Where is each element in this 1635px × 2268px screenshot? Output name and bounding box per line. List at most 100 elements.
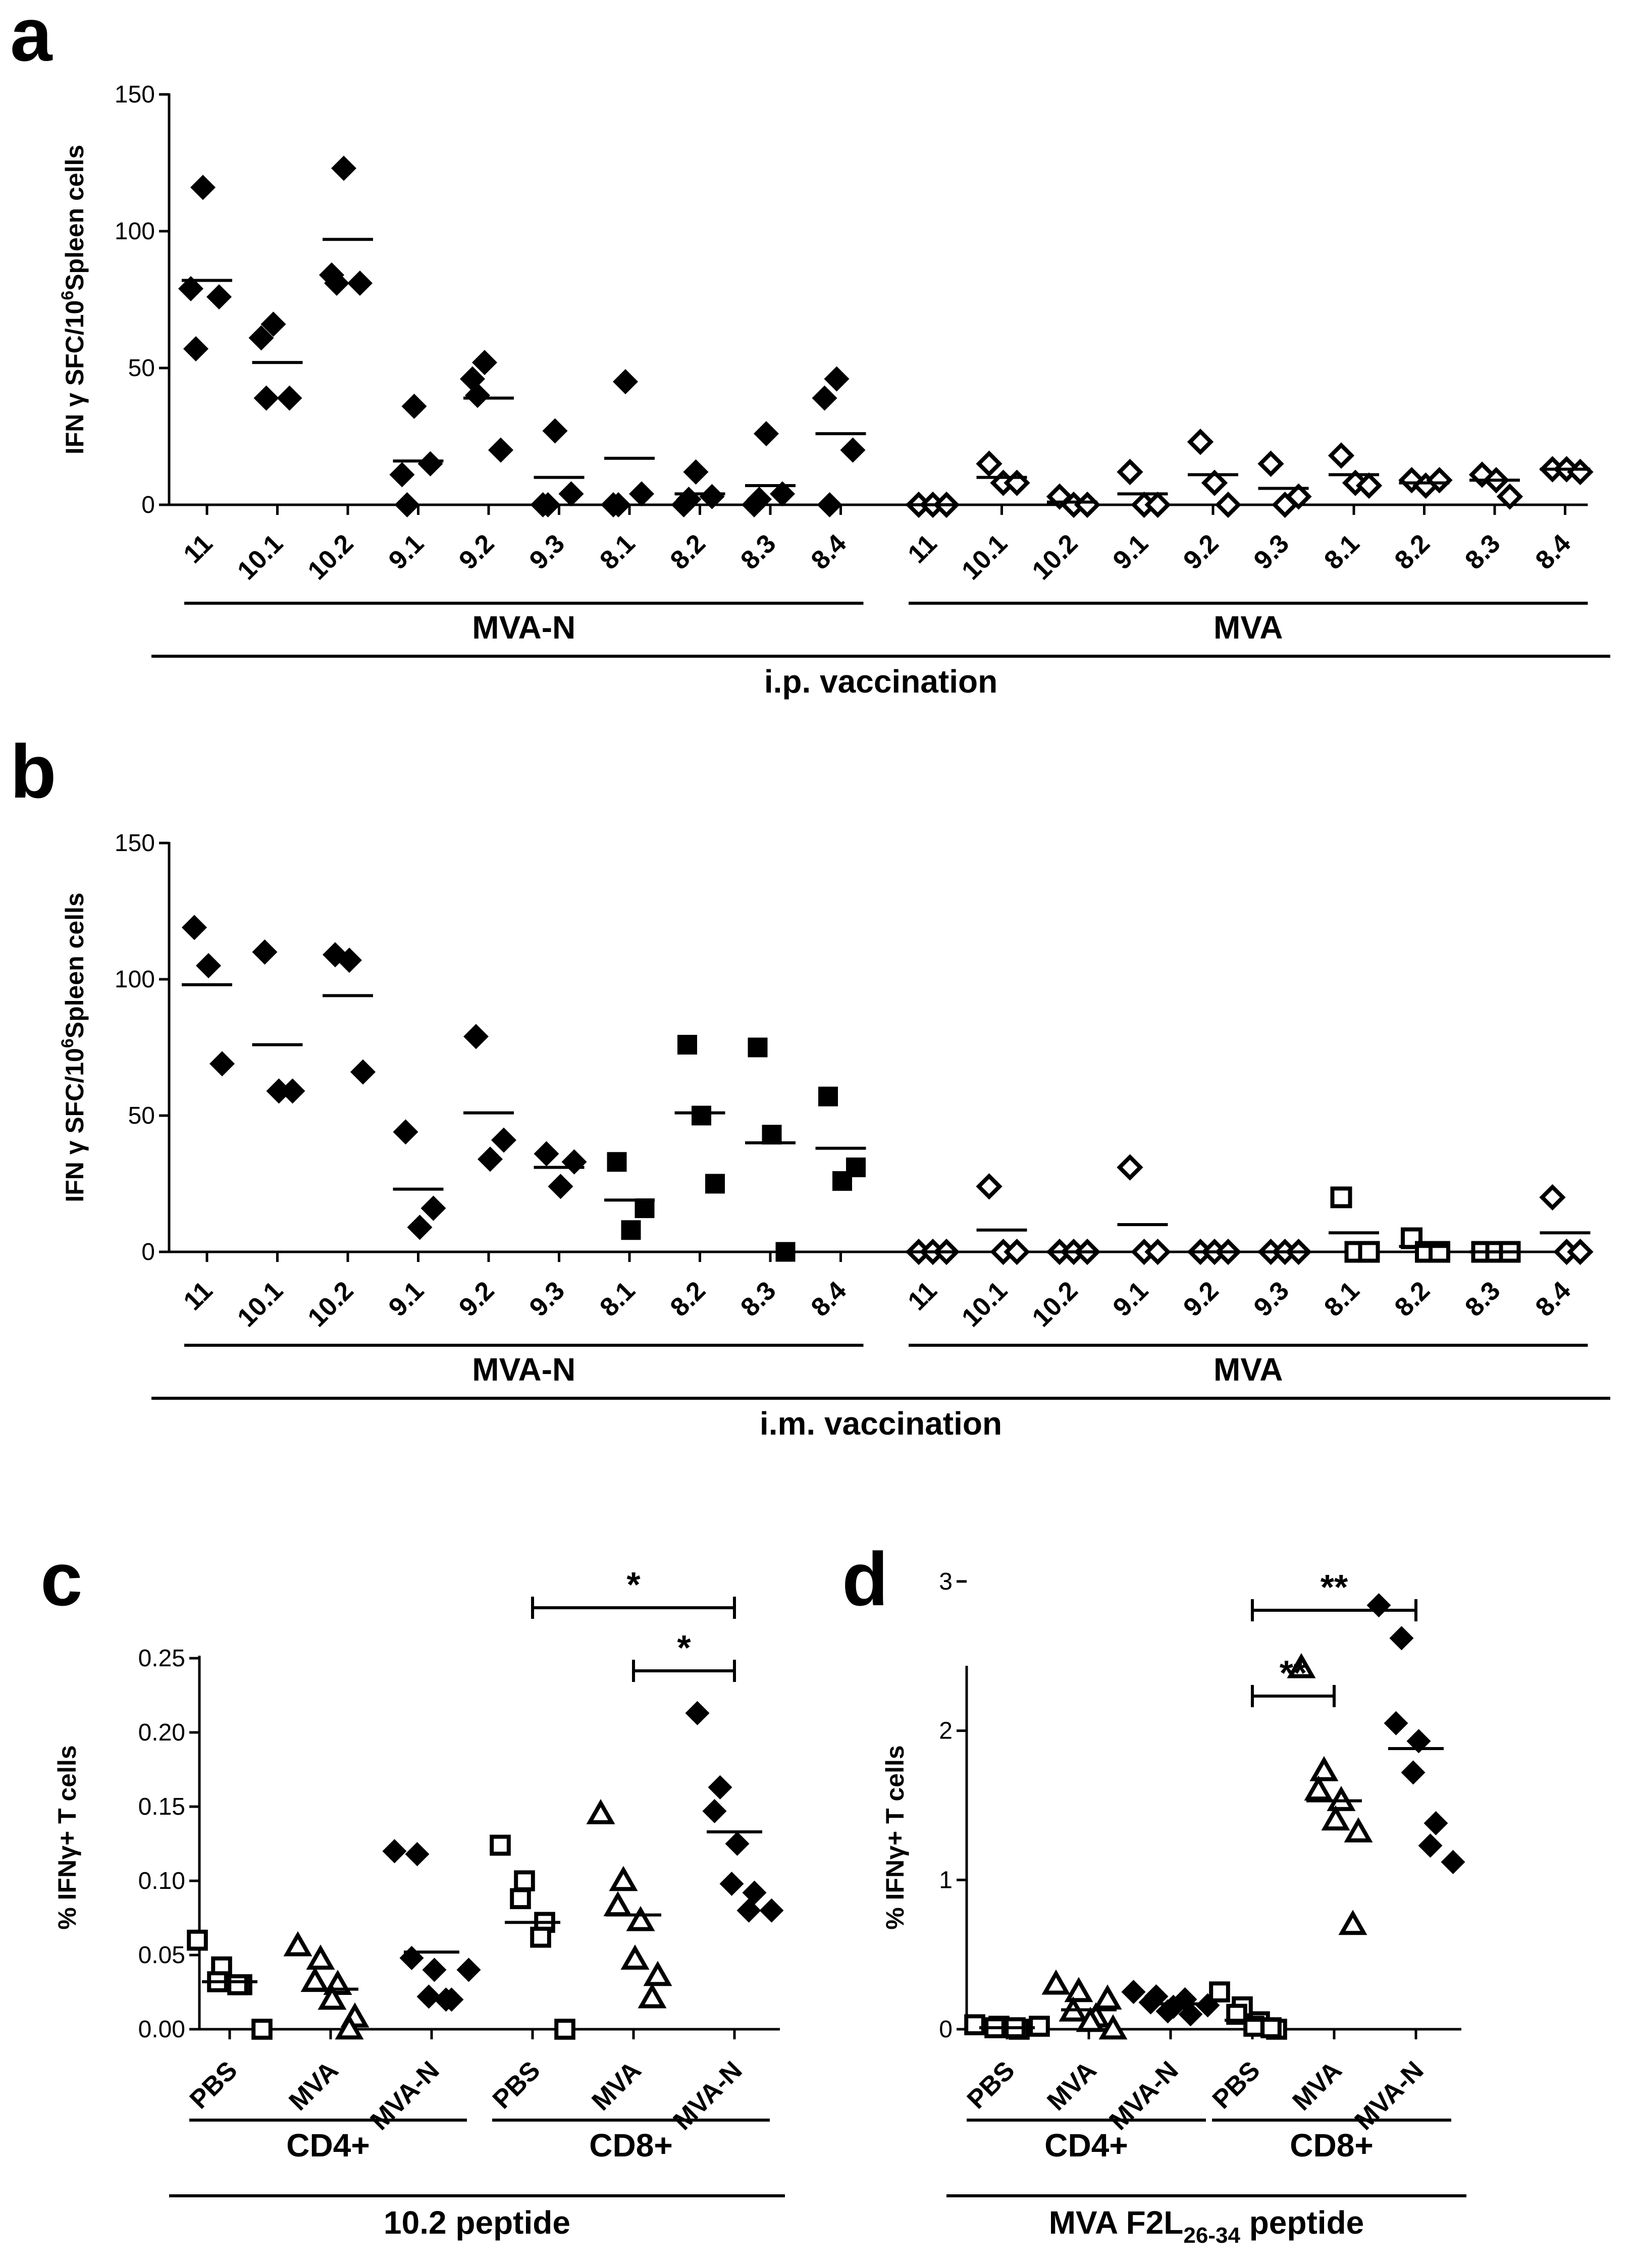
- data-point-mva: [1201, 469, 1228, 496]
- y-tick-label: 0.00: [138, 2016, 185, 2043]
- data-point-mva: [1041, 1969, 1071, 1995]
- data-point-mva-n: [434, 1987, 458, 2012]
- data-point-mva-n: [561, 1149, 587, 1175]
- data-point-mva: [1321, 1805, 1350, 1831]
- x-tick-label: MVA-N: [365, 2055, 445, 2136]
- data-point-mva-n: [472, 350, 497, 376]
- data-point-mva-n: [422, 1958, 447, 1982]
- data-point-pbs: [187, 1929, 208, 1951]
- x-tick-label: PBS: [184, 2055, 243, 2115]
- x-tick-label: 9.2: [1178, 1276, 1224, 1322]
- data-point-mva-n: [736, 1898, 761, 1923]
- data-point-mva-n: [324, 270, 349, 296]
- x-tick-label: 11: [178, 1276, 219, 1316]
- y-axis-label: % IFNγ+ T cells: [881, 1745, 909, 1929]
- data-point-mva-n: [417, 451, 443, 477]
- data-point-mva-n: [702, 1799, 727, 1823]
- data-point-mva: [1338, 1910, 1367, 1935]
- x-tick-label: 8.4: [1530, 1276, 1576, 1322]
- y-tick-label: 2: [939, 1718, 953, 1745]
- x-tick-label: 10.2: [302, 1276, 359, 1333]
- data-point-mva: [1215, 491, 1242, 518]
- y-axis-label: % IFNγ+ T cells: [53, 1745, 81, 1929]
- y-tick-label: 100: [115, 218, 155, 245]
- x-tick-label: 9.1: [383, 529, 430, 575]
- data-point-mva-n: [747, 487, 772, 512]
- x-tick-label: 8.3: [735, 1276, 781, 1322]
- data-point-mva: [1004, 469, 1030, 496]
- x-tick-label: PBS: [962, 2055, 1021, 2115]
- significance-label: **: [1321, 1567, 1348, 1607]
- data-point-mva-n: [759, 1898, 784, 1923]
- data-point-mva-n: [1401, 1760, 1426, 1785]
- group-label: MVA: [1214, 609, 1283, 646]
- x-tick-label: MVA-N: [1349, 2055, 1430, 2136]
- data-point-mva-n: [677, 1035, 697, 1055]
- data-point-mva: [1074, 491, 1101, 518]
- data-point-mva-n: [558, 481, 584, 507]
- data-point-mva: [1355, 472, 1383, 499]
- data-point-mva-n: [762, 1125, 782, 1145]
- data-point-mva-n: [463, 1024, 489, 1049]
- x-tick-label: 10.1: [232, 1276, 289, 1333]
- data-point-mva-n: [337, 947, 362, 973]
- y-tick-label: 100: [115, 966, 155, 993]
- y-tick-label: 0.25: [138, 1645, 185, 1672]
- data-point-mva-n: [629, 481, 654, 507]
- data-point-mva: [1187, 429, 1214, 455]
- data-point-mva-n: [491, 1127, 516, 1153]
- data-point-mva-n: [401, 393, 427, 419]
- y-tick-label: 0.20: [138, 1719, 185, 1746]
- x-tick-label: 8.2: [1389, 1276, 1436, 1322]
- data-point-mva: [300, 1967, 330, 1992]
- data-point-mva-n: [542, 418, 568, 444]
- x-tick-label: 11: [178, 529, 219, 569]
- data-point-mva-n: [685, 1701, 710, 1725]
- data-point-mva-n: [607, 1152, 627, 1172]
- data-point-mva-n: [812, 385, 837, 411]
- x-tick-label: 9.3: [1248, 1276, 1295, 1322]
- data-point-mva-n: [456, 1958, 481, 1982]
- x-tick-label: MVA: [1041, 2055, 1102, 2116]
- y-tick-label: 50: [128, 355, 155, 382]
- data-point-mva: [1285, 483, 1312, 510]
- significance-label: **: [1280, 1653, 1307, 1693]
- data-point-mva: [1093, 1984, 1122, 2010]
- data-point-mva-n: [613, 369, 638, 395]
- data-point-mva-n: [178, 276, 203, 301]
- data-point-mva-n: [399, 1945, 424, 1970]
- data-point-mva-n: [725, 1831, 750, 1856]
- data-point-mva-n: [1121, 1980, 1146, 2005]
- data-point-mva-n: [248, 325, 274, 351]
- data-point-mva-n: [183, 336, 208, 362]
- data-point-mva-n: [206, 284, 232, 310]
- data-point-mva-n: [347, 270, 373, 296]
- data-point-mva-n: [683, 459, 709, 485]
- y-axis-label: IFN γ SFC/106Spleen cells: [58, 892, 89, 1202]
- subgroup-label: CD8+: [1290, 2127, 1373, 2164]
- x-tick-label: 8.1: [594, 1276, 641, 1322]
- x-tick-label: 8.1: [594, 529, 641, 575]
- data-point-mva-n: [277, 385, 302, 411]
- data-point-mva: [1344, 1817, 1373, 1842]
- data-point-mva-n: [1423, 1811, 1448, 1835]
- data-point-mva-n: [748, 1037, 768, 1058]
- x-tick-label: 10.1: [956, 1276, 1013, 1333]
- data-point-mva: [620, 1944, 650, 1970]
- data-point-mva-n: [407, 1215, 433, 1240]
- data-point-mva-n: [548, 1174, 573, 1199]
- subgroup-label: CD4+: [1044, 2127, 1128, 2164]
- data-point-mva-n: [190, 175, 216, 200]
- data-point-mva: [1064, 1977, 1093, 2002]
- data-point-mva: [1144, 491, 1171, 518]
- data-point-mva-n: [719, 1871, 744, 1896]
- data-point-pbs: [510, 1888, 531, 1910]
- x-axis-label: i.p. vaccination: [764, 663, 997, 700]
- x-tick-label: 9.2: [453, 529, 500, 575]
- data-point-mva: [1496, 483, 1523, 510]
- x-tick-label: 8.1: [1318, 1276, 1365, 1322]
- data-point-pbs: [251, 2019, 273, 2040]
- significance-label: *: [626, 1565, 641, 1604]
